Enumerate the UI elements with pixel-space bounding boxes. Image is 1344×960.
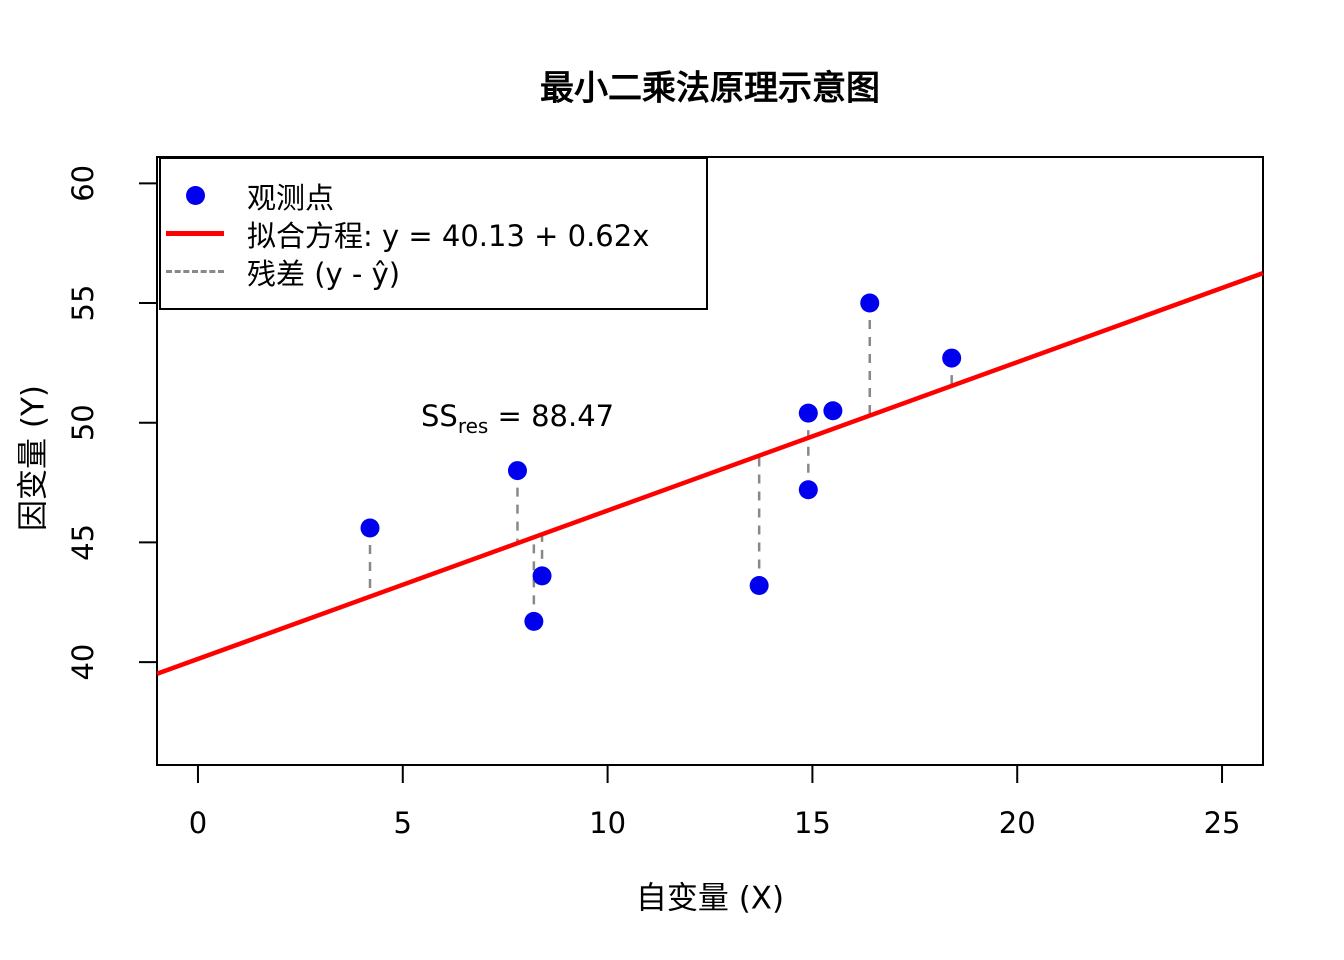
ss-res-annotation: SSres = 88.47 [421, 399, 614, 438]
x-tick-label: 20 [999, 806, 1036, 840]
y-tick-label: 60 [66, 165, 100, 202]
legend-row-fit-line: 拟合方程: y = 40.13 + 0.62x [161, 215, 706, 253]
legend-fit-line-swatch [164, 231, 226, 236]
legend-fit-line-label: 拟合方程: y = 40.13 + 0.62x [247, 218, 650, 253]
x-tick-label: 0 [189, 806, 207, 840]
point-marker-icon [185, 186, 205, 205]
dashed-line-icon [166, 270, 224, 273]
legend-points-label: 观测点 [247, 180, 335, 215]
data-point [798, 403, 818, 423]
solid-line-icon [166, 231, 224, 236]
y-tick-label: 40 [66, 644, 100, 681]
x-axis-label: 自变量 (X) [635, 880, 785, 917]
y-axis-label: 因变量 (Y) [15, 385, 52, 531]
x-tick-label: 25 [1204, 806, 1241, 840]
data-point [507, 461, 527, 481]
fit-line [156, 270, 1264, 676]
y-tick-label: 55 [66, 285, 100, 322]
data-point [360, 518, 380, 538]
ss-res-prefix: SS [421, 399, 458, 433]
ss-res-value: = 88.47 [488, 399, 615, 433]
x-tick-label: 10 [589, 806, 626, 840]
legend-residual-swatch [164, 270, 226, 273]
data-point [749, 575, 769, 595]
data-point [524, 611, 544, 631]
data-point [860, 293, 880, 313]
y-tick-label: 45 [66, 524, 100, 561]
legend-row-points: 观测点 [161, 177, 706, 215]
x-tick-label: 15 [794, 806, 831, 840]
ss-res-subscript: res [457, 413, 489, 438]
data-point [823, 401, 843, 421]
chart-title: 最小二乘法原理示意图 [540, 68, 880, 109]
data-point [798, 480, 818, 500]
legend-point-swatch [164, 186, 226, 205]
y-tick-label: 50 [66, 404, 100, 441]
data-point [532, 566, 552, 586]
legend-box: 观测点 拟合方程: y = 40.13 + 0.62x 残差 (y - ŷ) [159, 157, 708, 310]
legend-row-residuals: 残差 (y - ŷ) [161, 253, 706, 291]
plot-border [156, 156, 1264, 766]
data-point [942, 348, 962, 368]
x-tick-label: 5 [394, 806, 412, 840]
legend-residuals-label: 残差 (y - ŷ) [247, 256, 401, 291]
